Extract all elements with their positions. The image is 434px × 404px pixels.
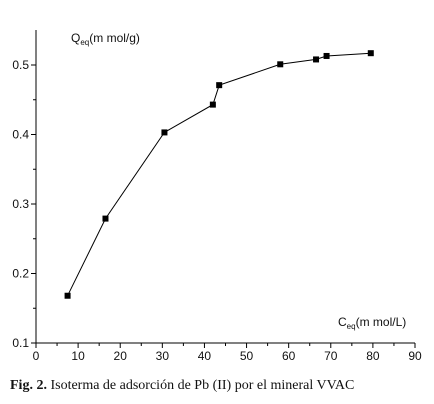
- data-point: [216, 82, 223, 89]
- x-axis-title: Ceq(m mol/L): [338, 315, 406, 331]
- y-axis-title-sub: eq: [80, 38, 89, 47]
- x-axis-title-unit: (m mol/L): [356, 315, 407, 329]
- y-tick-label: 0.2: [12, 267, 29, 281]
- chart: 0 10 20 30 40 50 60 70 80 90 0.10.20.30.40.5 Qeq(…: [12, 30, 422, 363]
- x-tick-label: 50: [240, 349, 254, 363]
- figure-caption: Fig. 2. Isoterma de adsorción de Pb (II)…: [10, 378, 430, 394]
- series: [64, 50, 374, 299]
- x-tick-label: 30: [156, 349, 170, 363]
- data-point: [161, 129, 168, 136]
- y-tick-label: 0.1: [12, 336, 29, 350]
- y-tick-label: 0.5: [12, 58, 29, 72]
- y-axis-title-unit: (m mol/g): [89, 31, 140, 45]
- axes: [35, 30, 415, 344]
- figure-label: Fig. 2.: [10, 378, 47, 393]
- figure-caption-text: Isoterma de adsorción de Pb (II) por el …: [46, 378, 355, 393]
- x-tick-label: 70: [324, 349, 338, 363]
- data-point: [64, 292, 71, 299]
- x-tick-label: 10: [71, 349, 85, 363]
- y-ticks: 0.1 0.2 0.3 0.4 0.5: [12, 58, 36, 350]
- data-point: [323, 52, 330, 59]
- x-tick-label: 80: [366, 349, 380, 363]
- x-tick-label: 0: [33, 349, 40, 363]
- data-point: [367, 50, 374, 57]
- x-tick-label: 60: [282, 349, 296, 363]
- y-axis-title-main: Q: [71, 31, 80, 45]
- x-tick-label: 20: [114, 349, 128, 363]
- data-point: [313, 56, 320, 63]
- x-tick-label: 90: [408, 349, 422, 363]
- data-point: [277, 61, 284, 68]
- x-ticks: 0 10 20 30 40 50 60 70 80 90: [33, 343, 422, 363]
- series-line: [67, 52, 371, 296]
- data-point: [102, 215, 109, 222]
- x-axis-title-main: C: [338, 315, 347, 329]
- data-point: [209, 101, 216, 108]
- y-tick-label: 0.3: [12, 197, 29, 211]
- y-tick-label: 0.4: [12, 128, 29, 142]
- x-tick-label: 40: [198, 349, 212, 363]
- x-axis-title-sub: eq: [347, 322, 356, 331]
- y-axis-title: Qeq(m mol/g): [71, 31, 140, 47]
